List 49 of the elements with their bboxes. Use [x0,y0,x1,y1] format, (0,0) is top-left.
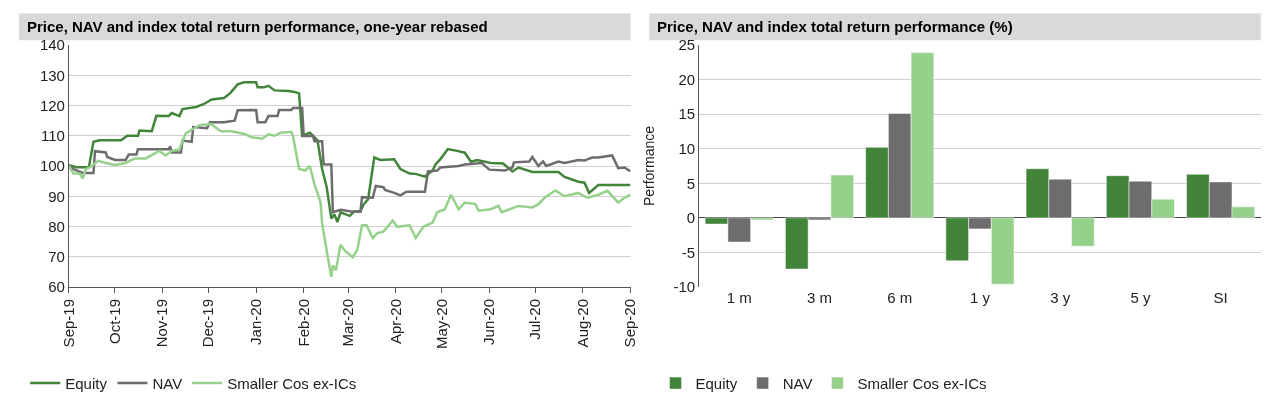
line-series [68,122,631,278]
legend-label: Smaller Cos ex-ICs [227,374,357,392]
legend-label: Equity [65,374,108,392]
y-tick-label: 90 [48,187,65,205]
y-tick-label: 0 [686,209,696,227]
y-tick-label: -10 [673,278,696,296]
legend-label: NAV [152,374,183,392]
y-tick-label: 5 [686,174,696,192]
x-tick-label: Oct-19 [105,299,123,345]
x-tick-label: Feb-20 [294,299,312,347]
y-tick-label: 100 [39,157,65,175]
y-tick-label: -5 [681,243,696,261]
y-tick-label: 120 [39,96,65,114]
x-tick-label: Jan-20 [246,299,264,345]
x-tick-label: Sep-19 [59,299,77,348]
x-tick-label: 5 y [1130,289,1151,306]
y-tick-label: 60 [48,278,65,296]
y-axis-title: Performance [641,125,658,207]
x-tick-label: Apr-20 [386,299,404,345]
y-tick-label: 70 [48,248,65,265]
x-tick-label: 3 y [1050,289,1071,306]
y-tick-label: 25 [678,36,696,54]
x-tick-label: Mar-20 [339,299,357,347]
x-tick-label: 6 m [887,289,913,306]
y-tick-label: 140 [39,36,65,54]
x-tick-label: SI [1213,289,1228,306]
x-tick-label: 1 m [726,289,752,306]
y-tick-label: 110 [41,127,65,144]
x-tick-label: 3 m [806,289,833,306]
chart-title: Price, NAV and index total return performance, one-year rebased [27,18,488,35]
x-tick-label: 1 y [969,289,991,306]
x-tick-label: May-20 [432,299,450,350]
x-tick-label: Dec-19 [199,299,217,348]
x-tick-label: Jun-20 [480,299,498,345]
chart-title: Price, NAV and index total return performance (%) [657,18,1013,35]
x-tick-label: Sep-20 [621,299,639,348]
x-tick-label: Nov-19 [153,299,171,348]
y-tick-label: 130 [39,66,65,84]
x-tick-label: Aug-20 [573,299,591,348]
y-tick-label: 10 [678,139,696,157]
y-tick-label: 15 [678,105,696,123]
line-series [68,80,631,224]
y-tick-label: 20 [678,70,696,88]
legend-label: Equity [695,374,738,392]
legend-label: Smaller Cos ex-ICs [857,374,987,392]
line-series [68,106,631,214]
legend-label: NAV [782,374,813,392]
y-tick-label: 80 [48,217,65,235]
x-tick-label: Jul-20 [526,299,544,340]
